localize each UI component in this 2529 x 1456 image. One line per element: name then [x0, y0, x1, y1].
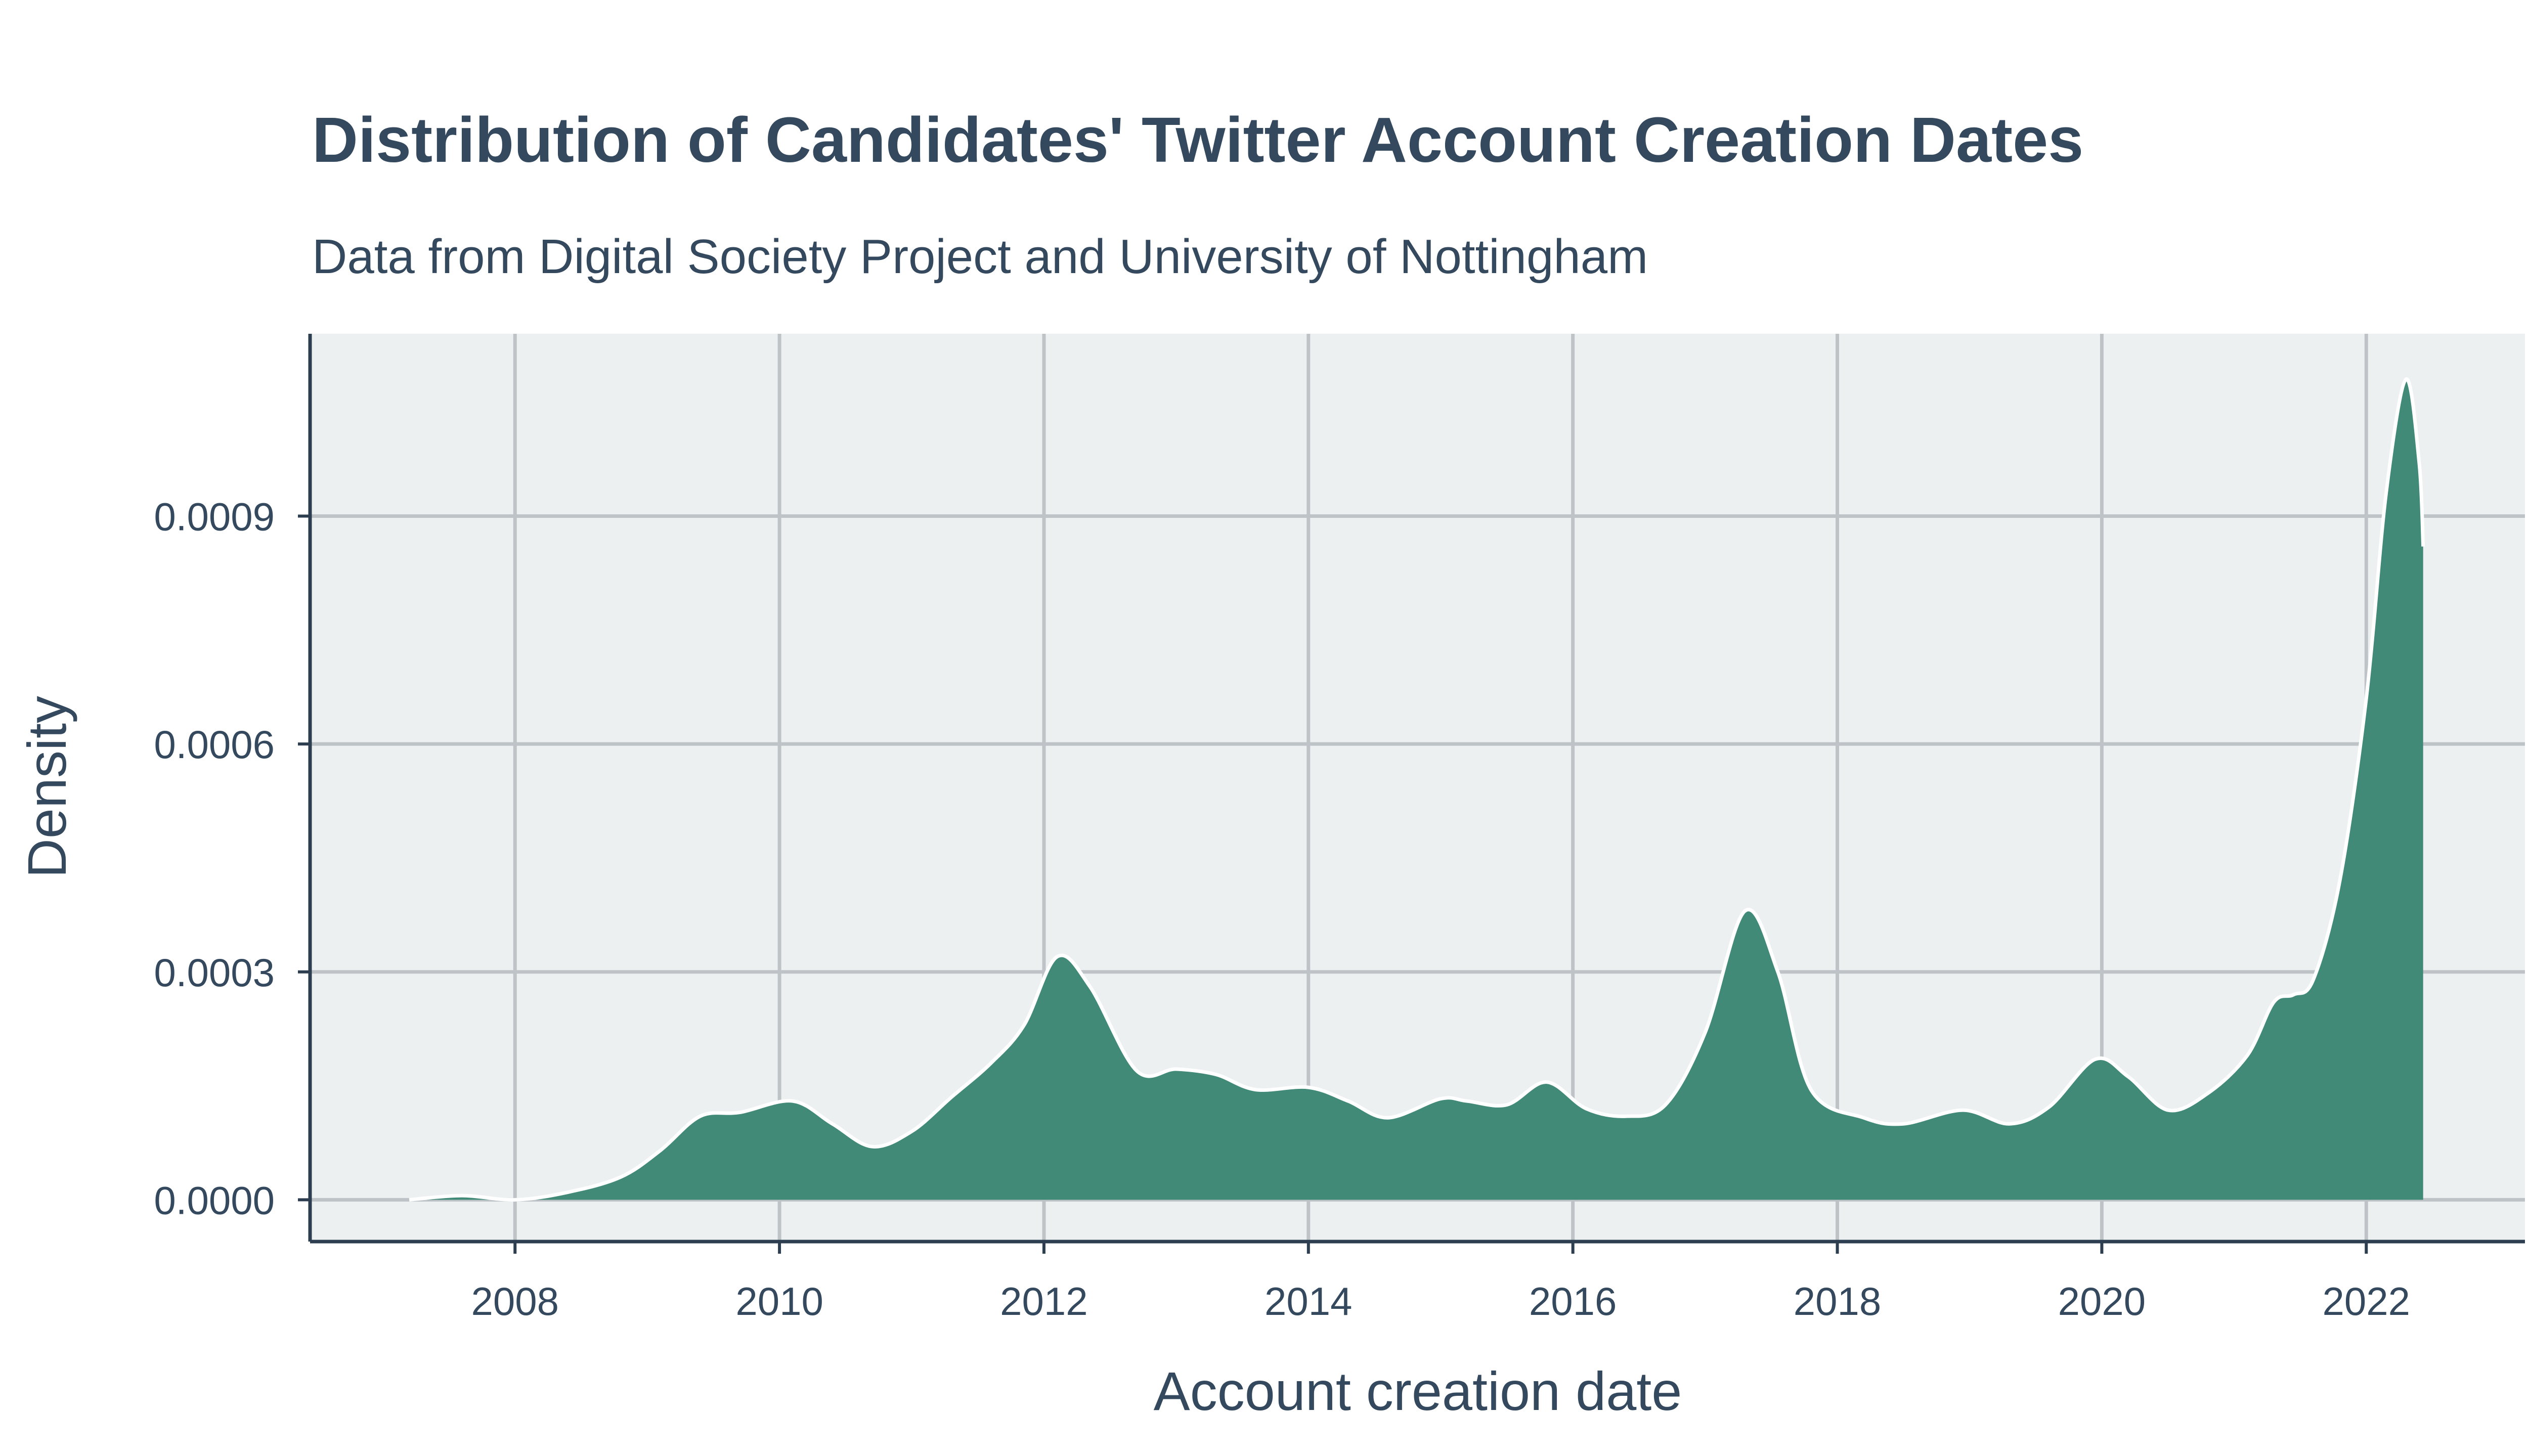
density-area-group [409, 377, 2425, 1202]
x-tick-label: 2012 [1000, 1279, 1088, 1323]
y-tick-label: 0.0006 [154, 722, 275, 767]
density-outline [409, 377, 2425, 1202]
x-tick-label: 2008 [471, 1279, 559, 1323]
chart-subtitle: Data from Digital Society Project and Un… [312, 230, 1648, 284]
x-tick-label: 2016 [1529, 1279, 1617, 1323]
x-tick-labels: 2008 2010 2012 2014 2016 2018 2020 2022 [471, 1279, 2410, 1323]
y-tick-label: 0.0000 [154, 1178, 275, 1222]
chart-title: Distribution of Candidates' Twitter Acco… [312, 104, 2083, 175]
axes [298, 334, 2525, 1254]
x-tick-label: 2022 [2323, 1279, 2411, 1323]
x-tick-label: 2014 [1264, 1279, 1353, 1323]
plot-panel [310, 334, 2525, 1242]
density-area [409, 379, 2423, 1200]
y-tick-label: 0.0003 [154, 950, 275, 995]
y-tick-label: 0.0009 [154, 495, 275, 539]
y-tick-labels: 0.0000 0.0003 0.0006 0.0009 [154, 495, 275, 1223]
x-tick-label: 2018 [1794, 1279, 1882, 1323]
x-axis-title: Account creation date [1154, 1360, 1682, 1422]
x-tick-label: 2010 [735, 1279, 823, 1323]
y-axis-title: Density [16, 696, 77, 878]
x-tick-label: 2020 [2058, 1279, 2146, 1323]
